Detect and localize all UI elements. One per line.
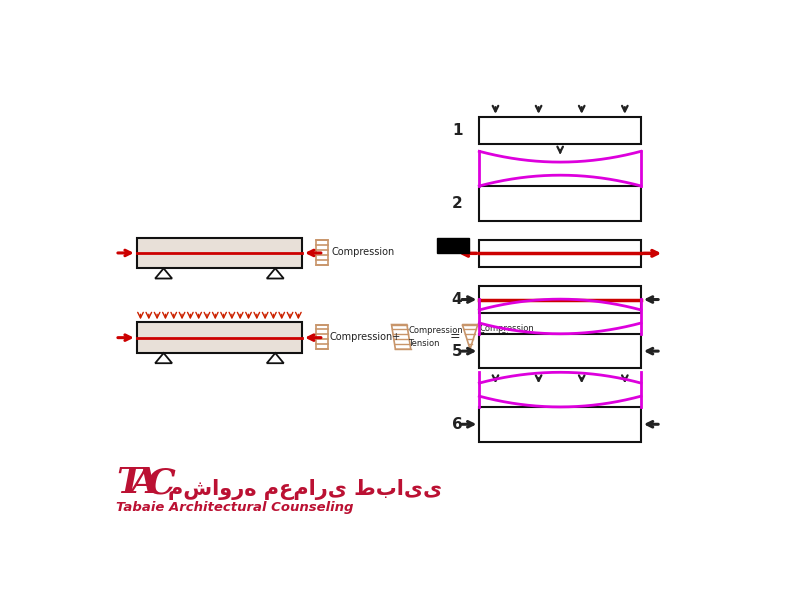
- Text: Tension: Tension: [409, 338, 440, 347]
- Bar: [316, 325, 328, 349]
- Bar: [479, 116, 641, 143]
- Bar: [437, 238, 470, 253]
- Bar: [479, 240, 641, 267]
- Text: 6: 6: [452, 417, 462, 432]
- Bar: [479, 286, 641, 313]
- Text: 2: 2: [452, 196, 462, 211]
- Bar: [137, 322, 302, 353]
- Text: Zero Stress: Zero Stress: [479, 332, 527, 341]
- Text: T: T: [116, 466, 142, 500]
- Text: or Compression: or Compression: [479, 340, 546, 349]
- Bar: [479, 186, 641, 221]
- Text: 4: 4: [452, 292, 462, 307]
- Text: =: =: [450, 331, 460, 343]
- Bar: [316, 240, 328, 265]
- Text: C: C: [146, 466, 175, 500]
- Text: 1: 1: [452, 122, 462, 137]
- Text: Compression: Compression: [479, 324, 534, 333]
- Bar: [479, 407, 641, 442]
- Text: Compression+: Compression+: [330, 332, 401, 342]
- Text: مشاوره معماری طبایی: مشاوره معماری طبایی: [168, 479, 442, 500]
- Text: 5: 5: [452, 344, 462, 359]
- Text: Tabaie Architectural Counseling: Tabaie Architectural Counseling: [116, 501, 354, 514]
- Bar: [137, 238, 302, 268]
- Text: Compression: Compression: [331, 247, 394, 257]
- Bar: [479, 334, 641, 368]
- Text: A: A: [131, 466, 159, 500]
- Text: Compression: Compression: [409, 326, 463, 335]
